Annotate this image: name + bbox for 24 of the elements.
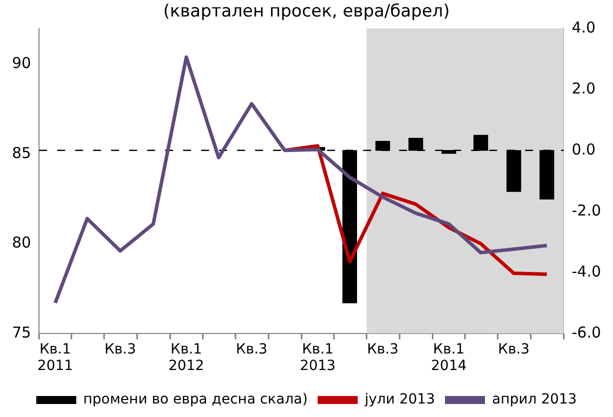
x-tick-label: Кв.1 2012 bbox=[168, 341, 204, 374]
x-tick-label: Кв.1 2011 bbox=[37, 341, 74, 374]
y-tick-label: 80 bbox=[12, 234, 32, 252]
legend-label: април 2013 bbox=[492, 392, 577, 408]
legend-label: јули 2013 bbox=[364, 392, 435, 408]
y-tick-label: 90 bbox=[12, 54, 32, 72]
y2-tick-label: 0.0 bbox=[572, 140, 596, 158]
y-tick-label: 75 bbox=[12, 323, 32, 342]
y2-tick-label: -6.0 bbox=[572, 323, 602, 342]
y-tick-label: 85 bbox=[12, 144, 32, 162]
x-tick-label: Кв.3 bbox=[104, 341, 136, 358]
x-tick-label: Кв.1 2014 bbox=[431, 341, 467, 374]
y2-tick-label: 4.0 bbox=[572, 18, 596, 36]
x-tick-label: Кв.1 2013 bbox=[300, 341, 336, 374]
bar bbox=[540, 150, 554, 200]
legend-label: промени во евра десна скала) bbox=[83, 392, 308, 408]
bar bbox=[506, 150, 522, 192]
x-tick-label: Кв.3 bbox=[498, 341, 530, 358]
chart-title: (квартален просек, евра/барел) bbox=[163, 2, 450, 22]
x-tick-label: Кв.3 bbox=[236, 341, 268, 358]
y2-tick-label: -4.0 bbox=[572, 262, 602, 280]
y2-tick-label: 2.0 bbox=[572, 79, 596, 98]
y2-tick-label: -2.0 bbox=[572, 201, 602, 220]
x-tick-label: Кв.3 bbox=[366, 341, 399, 358]
